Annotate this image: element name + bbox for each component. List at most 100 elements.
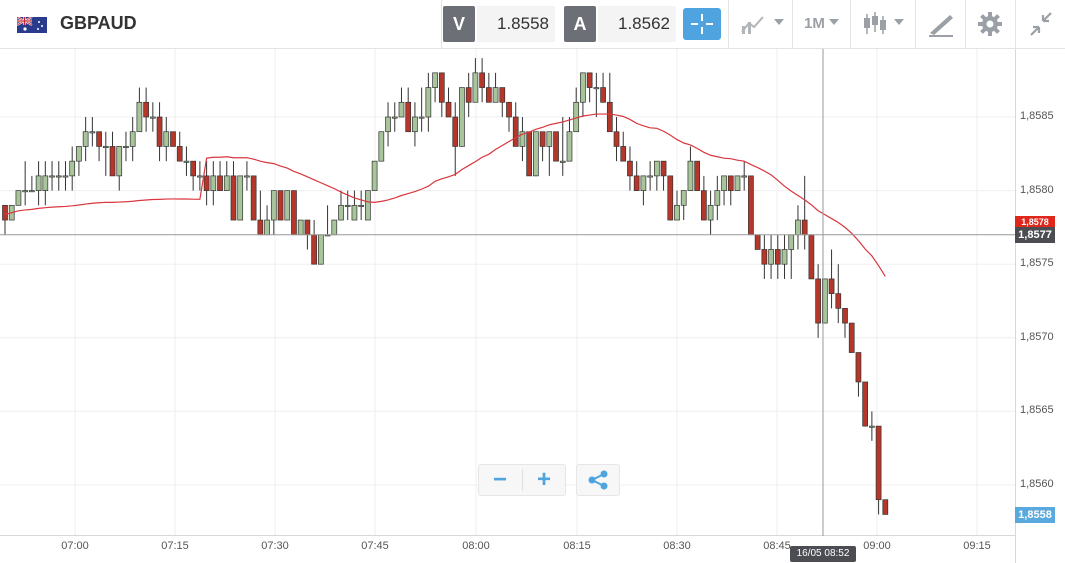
timeframe-label[interactable]: 1M	[804, 15, 825, 32]
chevron-down-icon	[894, 19, 904, 25]
candle	[640, 175, 647, 191]
candle	[761, 249, 768, 265]
candle	[250, 175, 257, 221]
chevron-down-icon[interactable]	[829, 19, 839, 25]
indicators-button[interactable]	[738, 8, 788, 40]
zoom-in-button[interactable]: +	[536, 466, 551, 493]
buy-tag[interactable]: A	[564, 6, 596, 42]
candle	[136, 101, 143, 133]
divider	[1015, 0, 1016, 48]
candle	[647, 175, 653, 178]
candle	[391, 116, 398, 119]
time-tick-label: 08:45	[763, 540, 791, 552]
candle	[284, 190, 291, 221]
candle	[55, 175, 62, 178]
time-tick-label: 08:00	[462, 540, 490, 552]
sell-tag[interactable]: V	[443, 6, 475, 42]
candle	[506, 101, 512, 118]
settings-button[interactable]	[976, 8, 1006, 40]
candle	[129, 131, 136, 147]
candle	[170, 131, 176, 147]
candle	[848, 322, 855, 353]
candle	[109, 146, 116, 177]
candle	[371, 160, 378, 191]
draw-tool-button[interactable]	[926, 8, 956, 40]
candle	[727, 175, 734, 191]
candle	[22, 190, 29, 193]
candle	[304, 219, 311, 236]
collapse-button[interactable]	[1026, 8, 1056, 40]
time-tick-label: 09:15	[963, 540, 991, 552]
candle	[317, 234, 324, 265]
price-tick-label: 1,8575	[1020, 257, 1054, 270]
candle	[754, 234, 761, 250]
candle	[801, 219, 808, 236]
candlestick-type-icon	[864, 12, 886, 34]
candle	[465, 87, 472, 103]
candle	[425, 87, 432, 118]
candle	[539, 131, 546, 147]
moving-average-line	[4, 113, 886, 277]
candle	[29, 190, 35, 193]
candle	[143, 101, 149, 118]
share-icon[interactable]	[577, 465, 619, 495]
candle	[674, 204, 680, 221]
candle	[808, 234, 815, 280]
buy-price[interactable]: 1.8562	[598, 6, 676, 42]
chart-type-button[interactable]	[860, 8, 910, 40]
candle	[479, 72, 485, 88]
candle	[459, 87, 465, 147]
candle	[580, 72, 586, 103]
candle	[338, 204, 344, 221]
crosshair-price-badge: 1,8577	[1015, 227, 1055, 243]
candle	[606, 101, 613, 133]
candle	[842, 308, 848, 324]
candle	[35, 175, 42, 191]
candle	[620, 146, 627, 162]
candle	[499, 87, 506, 103]
candle	[2, 204, 8, 221]
candle	[89, 131, 96, 134]
candle	[210, 175, 217, 191]
candle	[62, 175, 69, 178]
candle	[586, 72, 593, 88]
candle	[862, 381, 869, 427]
candle	[600, 87, 606, 103]
candle	[869, 425, 875, 428]
candle	[485, 87, 492, 103]
candle	[203, 175, 210, 191]
candle	[76, 146, 82, 162]
candle	[512, 116, 519, 147]
zoom-out-button[interactable]: −	[492, 466, 507, 493]
divider	[965, 0, 966, 48]
price-tick-label: 1,8560	[1020, 478, 1054, 490]
candle	[687, 160, 694, 191]
price-chart[interactable]	[0, 49, 1015, 536]
draw-tool-icon	[929, 15, 953, 37]
candle	[835, 293, 842, 309]
candle	[438, 72, 445, 103]
divider	[792, 0, 793, 48]
candle	[855, 352, 862, 383]
candle	[533, 131, 539, 177]
candle	[412, 116, 418, 133]
candle	[217, 175, 223, 191]
candle	[452, 116, 459, 147]
divider	[728, 0, 729, 48]
candle	[42, 175, 49, 191]
zoom-controls: − +	[478, 464, 566, 496]
candle	[365, 190, 371, 221]
sell-price[interactable]: 1.8558	[477, 6, 555, 42]
candle	[69, 160, 76, 177]
candle	[734, 175, 741, 191]
candle	[593, 87, 600, 90]
candle	[821, 278, 828, 324]
candle	[331, 219, 338, 236]
time-tick-label: 09:00	[863, 540, 891, 552]
candle	[768, 249, 774, 265]
time-tick-label: 07:00	[61, 540, 89, 552]
candle	[882, 499, 889, 515]
price-tick-label: 1,8585	[1020, 110, 1054, 122]
candle	[82, 131, 89, 147]
crosshair-button[interactable]	[683, 8, 721, 40]
